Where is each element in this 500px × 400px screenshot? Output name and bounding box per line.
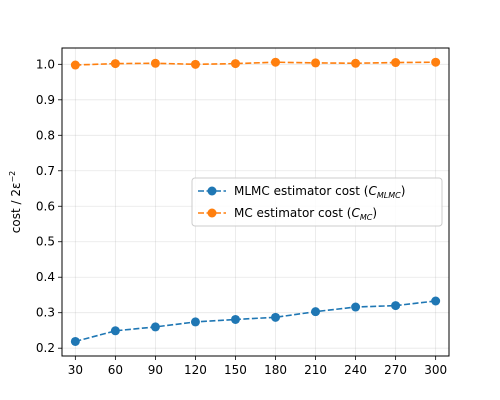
data-point: [230, 59, 240, 69]
legend-marker: [207, 208, 217, 218]
data-point: [150, 58, 160, 68]
y-tick-label: 0.3: [36, 306, 55, 320]
data-point: [311, 58, 321, 68]
x-axis-ticks: 30 60 90 120 150 180 210 240 270 300: [68, 356, 447, 377]
grid-lines: [62, 48, 449, 356]
data-point: [70, 336, 80, 346]
y-tick-label: 0.6: [36, 199, 55, 213]
x-tick-label: 180: [264, 363, 287, 377]
data-point: [271, 312, 281, 322]
x-tick-label: 240: [344, 363, 367, 377]
data-point: [230, 314, 240, 324]
data-point: [311, 307, 321, 317]
legend-marker: [207, 186, 217, 196]
x-tick-label: 300: [424, 363, 447, 377]
x-tick-label: 30: [68, 363, 83, 377]
x-tick-label: 120: [184, 363, 207, 377]
series-mc: [70, 57, 441, 70]
y-tick-label: 0.4: [36, 270, 55, 284]
legend: MLMC estimator cost (CMLMC) MC estimator …: [191, 177, 443, 227]
data-point: [70, 60, 80, 70]
x-tick-label: 150: [224, 363, 247, 377]
legend-label: MC estimator cost (CMC): [234, 206, 377, 222]
data-point: [391, 58, 401, 68]
y-tick-label: 0.9: [36, 93, 55, 107]
data-point: [110, 59, 120, 69]
y-tick-label: 0.7: [36, 164, 55, 178]
y-axis-label: cost / 2ε−2: [8, 171, 23, 234]
data-point: [431, 57, 441, 67]
plot-frame: [61, 47, 450, 357]
data-point: [190, 59, 200, 69]
data-point: [351, 58, 361, 68]
legend-label: MLMC estimator cost (CMLMC): [234, 184, 405, 200]
data-point: [351, 302, 361, 312]
x-tick-label: 210: [304, 363, 327, 377]
x-tick-label: 270: [384, 363, 407, 377]
x-tick-label: 90: [148, 363, 163, 377]
legend-entry: MLMC estimator cost (CMLMC): [198, 184, 405, 200]
data-point: [271, 57, 281, 67]
y-tick-label: 0.8: [36, 128, 55, 142]
data-point: [150, 322, 160, 332]
y-tick-label: 0.5: [36, 235, 55, 249]
y-tick-label: 0.2: [36, 341, 55, 355]
data-point: [391, 301, 401, 311]
y-tick-label: 1.0: [36, 57, 55, 71]
legend-box: [191, 177, 443, 227]
series-mlmc: [70, 296, 441, 346]
data-point: [431, 296, 441, 306]
series-line: [75, 300, 436, 343]
y-axis-ticks: 0.2 0.3 0.4 0.5 0.6 0.7 0.8 0.9 1.0: [36, 57, 62, 355]
legend-entry: MC estimator cost (CMC): [198, 206, 377, 222]
data-point: [190, 317, 200, 327]
series-line: [75, 61, 436, 66]
series-layer: [70, 57, 441, 346]
data-point: [110, 326, 120, 336]
x-tick-label: 60: [108, 363, 123, 377]
